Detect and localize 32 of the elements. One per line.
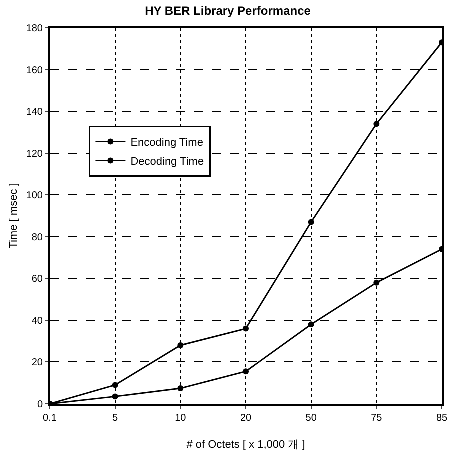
point: [308, 322, 314, 328]
chart-title: HY BER Library Performance: [145, 4, 312, 18]
y-tick-label: 20: [32, 358, 44, 369]
y-tick-label: 40: [32, 316, 44, 327]
x-tick-label: 20: [240, 413, 252, 424]
y-tick-label: 160: [26, 65, 44, 76]
x-tick-label: 85: [436, 413, 448, 424]
point: [243, 326, 249, 332]
point: [308, 219, 314, 226]
point: [112, 394, 118, 400]
point: [112, 382, 118, 388]
point: [178, 342, 184, 349]
x-tick-label: 50: [306, 413, 318, 424]
x-tick-label: 5: [112, 413, 119, 424]
x-tick-label: 10: [175, 413, 187, 424]
point: [374, 280, 380, 286]
y-tick-label: 140: [26, 107, 44, 118]
legend-label: Decoding Time: [130, 156, 204, 168]
point: [374, 121, 380, 128]
y-tick-label: 0: [37, 400, 44, 410]
y-axis-title: Time [ msec ]: [8, 183, 20, 249]
y-tick-label: 80: [32, 232, 44, 244]
legend-label: Encoding Time: [130, 137, 204, 150]
x-tick-label: 75: [371, 413, 383, 424]
x-tick-label: 0.1: [43, 413, 58, 424]
point: [243, 368, 249, 375]
y-tick-label: 100: [26, 190, 44, 202]
y-tick-label: 180: [26, 24, 44, 34]
x-axis-title: # of Octets [ x 1,000 개 ]: [186, 439, 306, 451]
y-tick-label: 120: [26, 148, 44, 160]
y-tick-label: 60: [32, 274, 44, 286]
point: [178, 386, 184, 392]
